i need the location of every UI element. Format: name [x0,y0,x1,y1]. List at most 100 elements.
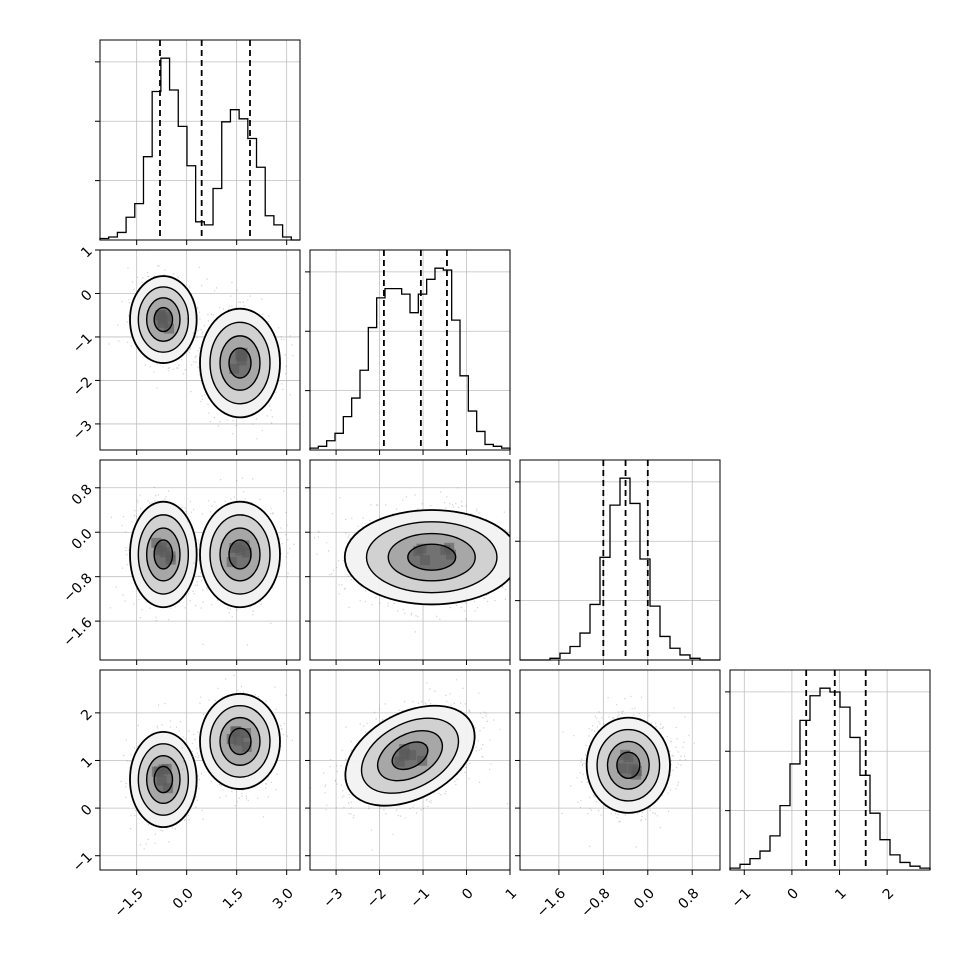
scatter-content [100,250,300,450]
x-tick-label: −1.5 [112,885,147,920]
panel-frame [309,249,511,451]
density-bin [156,775,167,786]
density-bin [235,350,246,361]
contour-line-0 [199,500,281,609]
scatter-content [100,460,300,660]
density-bin [160,312,171,323]
density-bin [398,750,409,761]
y-tick-label: 1 [78,754,96,772]
histogram-step-line [99,57,300,241]
panel-frame [519,669,721,871]
density-bin [163,783,174,794]
contour-line-0 [199,692,281,790]
contour-line-2 [606,740,650,790]
density-bin [406,750,417,761]
contour-line-2 [145,297,181,343]
y-tick-label: 0 [78,287,96,305]
x-tick-label: 0 [785,885,803,903]
contour-line-0 [129,275,198,364]
x-tick-label: −1 [729,885,755,911]
panel-frame [519,459,721,661]
panel-frame [99,39,301,241]
contour-line-0 [344,704,476,807]
scatter-panel-2-0 [95,459,301,665]
contour-line-1 [209,705,271,778]
histogram-panel-2 [515,459,721,665]
density-bin [157,317,168,328]
scatter-panel-3-1 [305,669,511,875]
density-bin [231,726,242,737]
contour-line-3 [407,543,457,571]
histogram-step-line [520,477,720,661]
density-bin [617,763,628,774]
contour-line-3 [391,741,429,771]
contour-line-0 [199,307,281,419]
x-tick-label: 2 [880,885,898,903]
panel-frame [729,669,931,871]
contour-line-3 [228,727,252,756]
contour-line-1 [360,717,460,794]
contour-line-3 [228,539,252,570]
contour-line-2 [219,716,261,766]
x-tick-label: 0.0 [631,885,658,912]
panel-frame [309,459,511,661]
contour-line-1 [137,286,190,353]
x-tick-label: 3.0 [270,885,297,912]
scatter-panel-2-1 [305,459,511,665]
contour-line-1 [596,728,661,802]
y-tick-label: −0.8 [60,570,95,605]
density-bin [151,537,162,548]
x-tick-label: 0 [459,885,477,903]
x-tick-label: 0.8 [675,885,702,912]
contour-line-0 [585,716,671,814]
y-tick-label: −1 [70,849,96,875]
y-tick-label: 2 [78,706,96,724]
contour-line-3 [153,539,174,570]
density-bin [241,728,251,738]
density-bin [420,555,430,566]
density-bin [241,741,252,752]
density-bin [394,756,405,767]
scatter-panel-1-0 [95,249,301,455]
contour-line-2 [387,532,476,582]
y-tick-label: −1.6 [60,615,95,650]
density-bin [233,735,244,746]
histogram-panel-3 [725,669,931,875]
panel-frame [99,459,301,661]
contour-line-3 [153,306,174,333]
contour-line-3 [228,347,252,379]
contour-line-0 [129,731,198,829]
density-bin [226,557,237,568]
density-bin [446,549,456,560]
scatter-panel-3-2 [515,669,721,875]
histogram-step-line [729,687,931,870]
panel-frame [309,669,511,871]
histogram-panel-1 [305,249,511,455]
density-bin [158,764,169,775]
x-tick-label: 1.5 [220,885,247,912]
contour-line-1 [137,743,190,816]
density-bin [155,310,166,321]
contour-line-2 [219,335,261,391]
panel-frame [99,669,301,871]
density-bin [440,544,451,555]
contour-line-0 [129,500,198,609]
density-bin [229,363,240,374]
x-tick-label: 1 [832,885,850,903]
density-bin [241,547,252,558]
density-bin [623,752,634,763]
x-tick-label: −1.6 [534,885,569,920]
contour-line-3 [153,765,174,794]
contour-line-3 [616,751,641,780]
histogram-panel-0 [95,39,301,245]
x-tick-label: −1 [407,885,433,911]
scatter-content [100,670,300,870]
density-bin [229,543,240,553]
x-tick-label: −0.8 [578,885,613,920]
contour-line-2 [145,755,181,805]
contour-line-2 [219,527,261,582]
scatter-content [520,670,720,870]
density-bin [226,733,237,744]
contour-line-1 [137,514,190,595]
